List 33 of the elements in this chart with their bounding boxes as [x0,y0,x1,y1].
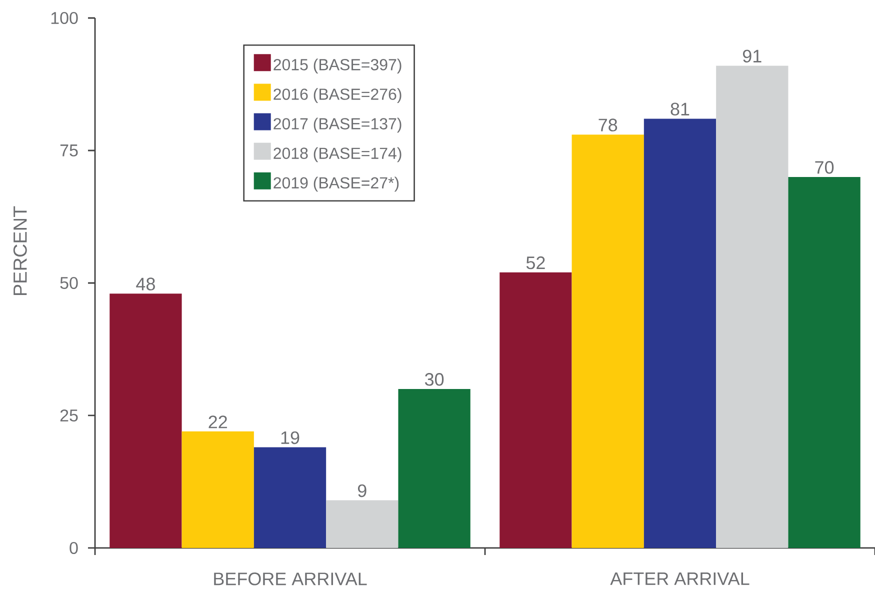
y-tick-label: 25 [60,409,78,422]
data-label: 81 [670,102,690,116]
bar [110,294,182,548]
bar [326,500,398,548]
y-tick-label: 75 [60,144,78,156]
y-axis-title: PERCENT [13,206,27,296]
legend-label: 2015 (BASE=397) [274,58,402,74]
y-tick-label: 0 [70,542,78,554]
legend-label: 2018 (BASE=174) [274,147,402,162]
legend-label: 2019 (BASE=27*) [274,176,399,192]
data-label: 48 [136,278,155,290]
legend-label: 2017 (BASE=137) [274,118,402,133]
bar [572,134,644,548]
x-tick-label: AFTER ARRIVAL [610,572,750,585]
data-label: 91 [742,50,762,62]
bar [788,176,860,548]
x-tick-label: BEFORE ARRIVAL [214,572,367,586]
y-tick-label: 100 [51,12,78,24]
bar [500,272,572,548]
data-label: 22 [208,416,227,428]
y-tick-label: 50 [60,276,78,290]
data-label: 70 [815,161,834,174]
bar [254,447,326,548]
data-label: 30 [424,373,444,386]
bar [182,431,254,548]
bar [644,118,716,548]
bar [398,388,470,548]
data-label: 52 [526,256,545,270]
legend-label: 2016 (BASE=276) [274,88,402,104]
data-label: 9 [358,484,366,498]
data-label: 19 [281,431,300,444]
data-label: 78 [598,118,618,132]
bar [716,66,788,548]
